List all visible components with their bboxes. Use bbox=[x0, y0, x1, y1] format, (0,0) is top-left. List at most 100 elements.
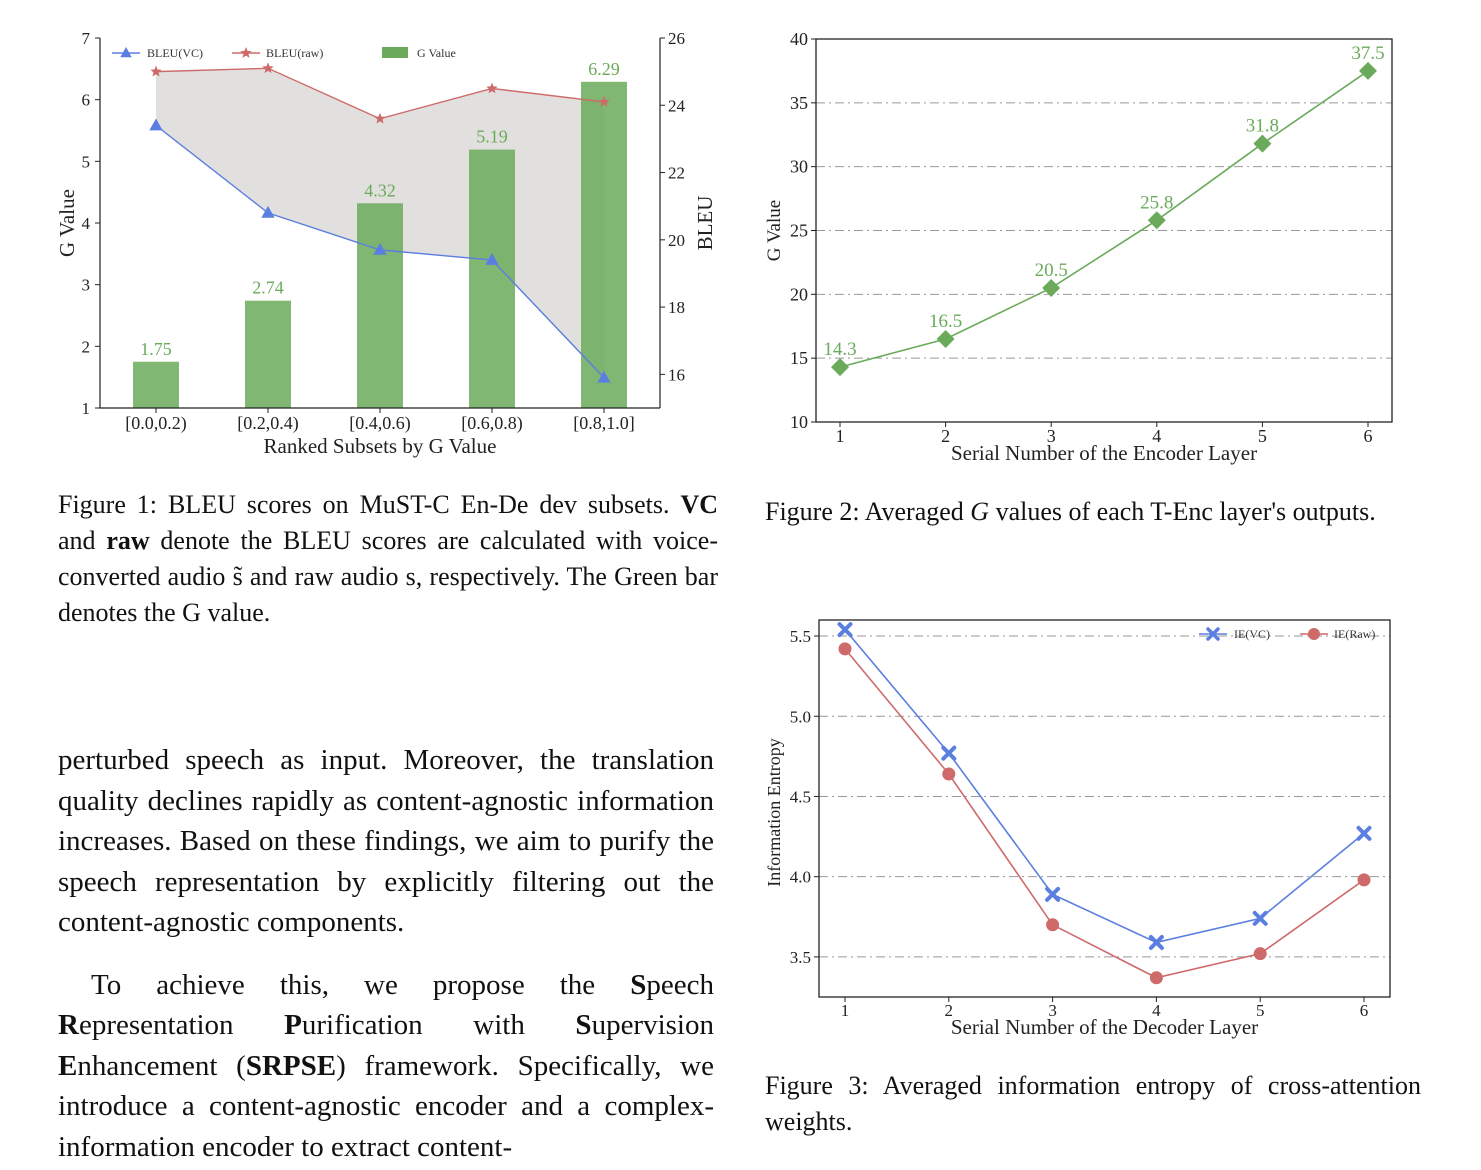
g-value-point bbox=[936, 330, 955, 349]
ie-raw-point bbox=[838, 642, 852, 656]
y-tick-label: 4.0 bbox=[790, 868, 811, 887]
g-value-bar bbox=[245, 300, 291, 408]
bleu-vc-point bbox=[149, 118, 163, 131]
y-axis-title: Information Entropy bbox=[764, 738, 784, 886]
g-value-label: 16.5 bbox=[929, 311, 962, 332]
g-value-point bbox=[1359, 61, 1377, 80]
p2-text: upervision bbox=[591, 1009, 714, 1041]
g-value-label: 25.8 bbox=[1140, 192, 1173, 213]
bar-value-label: 4.32 bbox=[364, 180, 396, 200]
bleu-vc-point bbox=[373, 242, 387, 255]
ie-raw-point bbox=[1357, 873, 1371, 887]
p2-bold: E bbox=[58, 1049, 78, 1082]
y-tick-label: 20 bbox=[790, 284, 808, 304]
legend-vc-marker bbox=[120, 47, 132, 58]
bar-value-label: 2.74 bbox=[252, 278, 284, 298]
g-value-label: 20.5 bbox=[1035, 260, 1068, 281]
y-tick-label: 25 bbox=[790, 221, 808, 241]
ie-raw-line bbox=[844, 648, 1365, 979]
ie-raw-point bbox=[1149, 971, 1163, 985]
left-tick-label: 4 bbox=[82, 214, 91, 233]
right-tick-label: 20 bbox=[668, 231, 685, 250]
right-tick-label: 22 bbox=[668, 164, 685, 183]
p2-text: To achieve this, we propose the bbox=[91, 968, 631, 1001]
legend-vc-marker bbox=[1206, 627, 1220, 641]
x-tick-label: 6 bbox=[1360, 1001, 1369, 1020]
g-value-point bbox=[1253, 134, 1272, 153]
right-tick-label: 26 bbox=[668, 29, 685, 48]
paragraph-2: To achieve this, we propose the Speech R… bbox=[58, 965, 714, 1168]
ie-vc-point bbox=[941, 745, 957, 761]
right-tick-label: 18 bbox=[668, 298, 685, 317]
g-value-bar bbox=[469, 149, 515, 408]
g-value-point bbox=[1042, 278, 1061, 297]
bar-value-label: 5.19 bbox=[476, 127, 508, 147]
x-tick-label: [0.2,0.4) bbox=[237, 413, 299, 434]
bar-value-label: 6.29 bbox=[588, 59, 620, 79]
ie-vc-point bbox=[1148, 934, 1164, 950]
left-tick-label: 3 bbox=[82, 276, 91, 295]
bleu-raw-point bbox=[598, 95, 610, 107]
y-tick-label: 4.5 bbox=[790, 787, 811, 806]
y-tick-label: 5.0 bbox=[790, 707, 811, 726]
g-value-point bbox=[1147, 211, 1166, 230]
plot-frame bbox=[818, 619, 1391, 998]
y-tick-label: 40 bbox=[790, 29, 808, 49]
g-value-bar bbox=[357, 203, 403, 408]
x-tick-label: 3 bbox=[1047, 426, 1056, 446]
x-tick-label: 1 bbox=[836, 426, 845, 446]
y-axis-title: G Value bbox=[764, 200, 785, 261]
legend-g-swatch bbox=[382, 47, 408, 58]
legend-raw-label: BLEU(raw) bbox=[266, 46, 323, 60]
ie-vc-point bbox=[837, 622, 853, 638]
paragraph-1: perturbed speech as input. Moreover, the… bbox=[58, 744, 714, 938]
right-tick-label: 24 bbox=[668, 96, 686, 115]
g-value-line bbox=[839, 70, 1369, 368]
p2-bold: S bbox=[575, 1009, 592, 1041]
x-tick-label: [0.4,0.6) bbox=[349, 413, 411, 434]
right-axis-title: BLEU bbox=[693, 196, 717, 251]
p2-text: peech bbox=[646, 968, 714, 1001]
x-tick-label: 2 bbox=[941, 426, 950, 446]
p2-bold: P bbox=[284, 1009, 302, 1041]
figure-3-caption: Figure 3: Averaged information entropy o… bbox=[765, 1071, 1421, 1136]
bleu-raw-point bbox=[374, 112, 386, 124]
bar-value-label: 1.75 bbox=[140, 339, 172, 359]
figure-2-caption-prefix: Figure 2: Averaged bbox=[765, 497, 971, 526]
y-tick-label: 3.5 bbox=[790, 948, 811, 967]
legend-vc-label: BLEU(VC) bbox=[147, 46, 203, 60]
g-value-label: 31.8 bbox=[1246, 116, 1279, 137]
x-tick-label: [0.0,0.2) bbox=[125, 413, 187, 434]
left-axis-title: G Value bbox=[55, 189, 79, 257]
left-tick-label: 7 bbox=[82, 29, 91, 48]
x-axis-title: Serial Number of the Encoder Layer bbox=[951, 441, 1257, 465]
legend-raw-marker bbox=[1308, 628, 1320, 640]
x-tick-label: 6 bbox=[1364, 426, 1373, 446]
left-tick-label: 2 bbox=[82, 337, 91, 356]
g-value-point bbox=[831, 358, 849, 377]
bleu-raw-point bbox=[262, 62, 274, 74]
x-tick-label: 1 bbox=[841, 1001, 850, 1020]
y-tick-label: 15 bbox=[790, 348, 808, 368]
g-value-bar bbox=[133, 361, 179, 408]
raw-term: raw bbox=[106, 526, 150, 555]
p2-bold: S bbox=[630, 968, 647, 1001]
bleu-raw-point bbox=[486, 82, 498, 94]
g-symbol: G bbox=[970, 497, 990, 526]
body-text: perturbed speech as input. Moreover, the… bbox=[58, 740, 714, 1167]
p2-bold: R bbox=[58, 1009, 79, 1041]
legend-raw-marker bbox=[240, 47, 252, 58]
x-tick-label: 4 bbox=[1152, 1001, 1161, 1020]
x-tick-label: [0.8,1.0] bbox=[573, 413, 635, 433]
bleu-vc-point bbox=[597, 370, 611, 383]
p2-text: ) framework. Specifically, we introduce … bbox=[58, 1049, 714, 1163]
x-tick-label: 5 bbox=[1258, 426, 1267, 446]
bleu-raw-point bbox=[150, 65, 162, 77]
ie-raw-point bbox=[1253, 947, 1267, 961]
figure-2-caption: Figure 2: Averaged G values of each T-En… bbox=[765, 494, 1419, 530]
y-tick-label: 30 bbox=[790, 157, 808, 177]
vc-term: VC bbox=[680, 490, 718, 519]
y-tick-label: 5.5 bbox=[790, 627, 811, 646]
legend-vc-label: IE(VC) bbox=[1234, 627, 1270, 641]
g-value-label: 37.5 bbox=[1351, 43, 1384, 64]
